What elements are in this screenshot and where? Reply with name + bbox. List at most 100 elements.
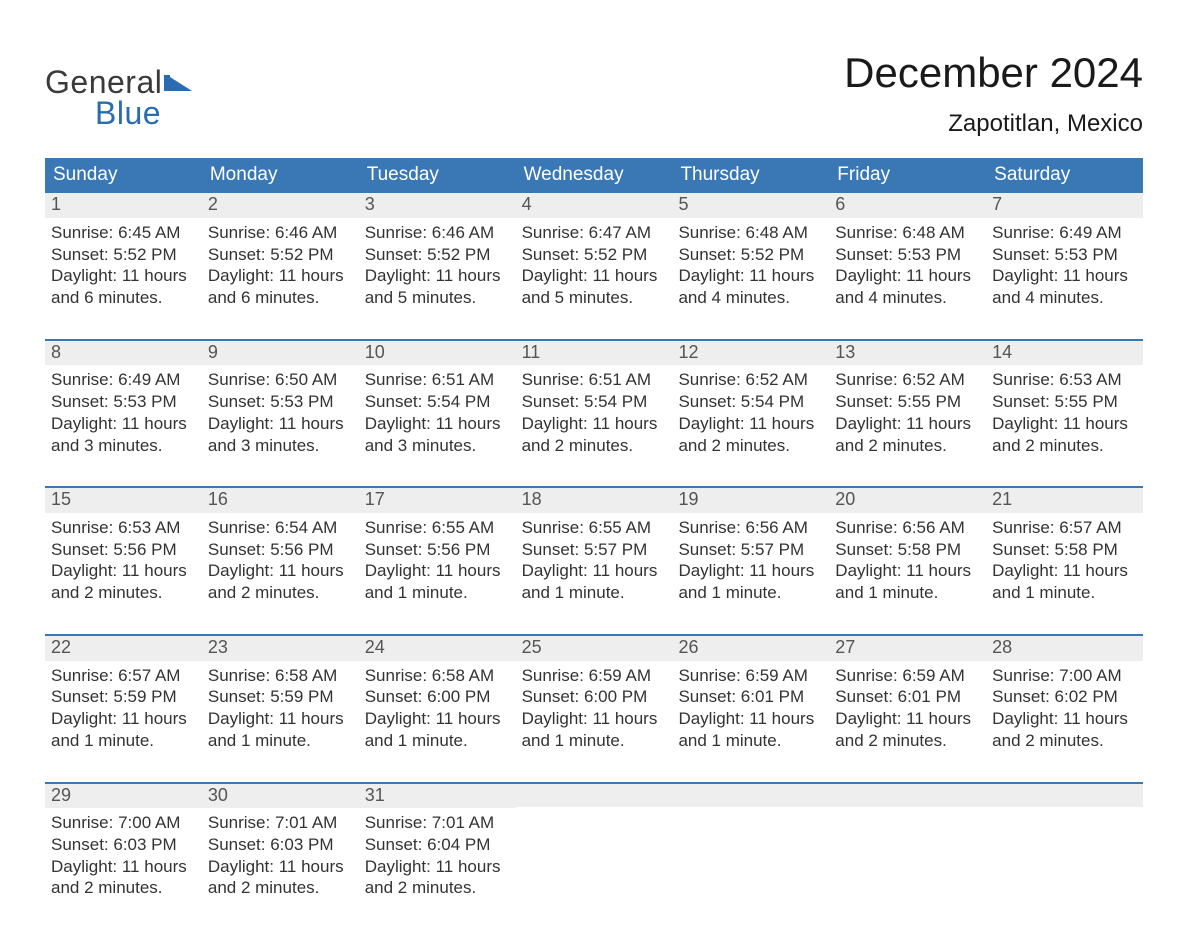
daylight-line1: Daylight: 11 hours (835, 265, 980, 287)
sunrise-text: Sunrise: 6:46 AM (365, 222, 510, 244)
date-number: 30 (202, 784, 359, 809)
daylight-line2: and 1 minute. (208, 730, 353, 752)
daylight-line2: and 3 minutes. (208, 435, 353, 457)
daylight-line2: and 2 minutes. (51, 877, 196, 899)
daylight-line1: Daylight: 11 hours (208, 413, 353, 435)
day-cell: 13Sunrise: 6:52 AMSunset: 5:55 PMDayligh… (829, 341, 986, 463)
week-row: 1Sunrise: 6:45 AMSunset: 5:52 PMDaylight… (45, 193, 1143, 315)
sunset-text: Sunset: 6:02 PM (992, 686, 1137, 708)
sunrise-text: Sunrise: 7:00 AM (992, 665, 1137, 687)
day-body: Sunrise: 6:46 AMSunset: 5:52 PMDaylight:… (359, 218, 516, 315)
day-cell: 26Sunrise: 6:59 AMSunset: 6:01 PMDayligh… (672, 636, 829, 758)
daylight-line2: and 1 minute. (51, 730, 196, 752)
sunset-text: Sunset: 5:52 PM (365, 244, 510, 266)
day-cell: 3Sunrise: 6:46 AMSunset: 5:52 PMDaylight… (359, 193, 516, 315)
sunrise-text: Sunrise: 6:51 AM (365, 369, 510, 391)
day-body: Sunrise: 6:47 AMSunset: 5:52 PMDaylight:… (516, 218, 673, 315)
sunrise-text: Sunrise: 6:52 AM (835, 369, 980, 391)
daylight-line1: Daylight: 11 hours (365, 560, 510, 582)
day-body: Sunrise: 6:46 AMSunset: 5:52 PMDaylight:… (202, 218, 359, 315)
daylight-line2: and 6 minutes. (51, 287, 196, 309)
daylight-line1: Daylight: 11 hours (51, 560, 196, 582)
day-header-friday: Friday (829, 158, 986, 193)
daylight-line1: Daylight: 11 hours (678, 413, 823, 435)
sunrise-text: Sunrise: 6:54 AM (208, 517, 353, 539)
daylight-line1: Daylight: 11 hours (992, 708, 1137, 730)
day-body: Sunrise: 6:52 AMSunset: 5:54 PMDaylight:… (672, 365, 829, 462)
daylight-line1: Daylight: 11 hours (208, 560, 353, 582)
day-body: Sunrise: 6:56 AMSunset: 5:58 PMDaylight:… (829, 513, 986, 610)
daylight-line2: and 2 minutes. (678, 435, 823, 457)
day-cell: 23Sunrise: 6:58 AMSunset: 5:59 PMDayligh… (202, 636, 359, 758)
date-number: 6 (829, 193, 986, 218)
sunset-text: Sunset: 5:52 PM (678, 244, 823, 266)
sunrise-text: Sunrise: 6:59 AM (522, 665, 667, 687)
sunset-text: Sunset: 5:54 PM (678, 391, 823, 413)
day-cell: 2Sunrise: 6:46 AMSunset: 5:52 PMDaylight… (202, 193, 359, 315)
daylight-line2: and 4 minutes. (992, 287, 1137, 309)
date-number: 12 (672, 341, 829, 366)
day-header-tuesday: Tuesday (359, 158, 516, 193)
daylight-line1: Daylight: 11 hours (365, 708, 510, 730)
day-body: Sunrise: 6:57 AMSunset: 5:59 PMDaylight:… (45, 661, 202, 758)
daylight-line1: Daylight: 11 hours (522, 708, 667, 730)
sunset-text: Sunset: 5:57 PM (678, 539, 823, 561)
month-title: December 2024 (844, 50, 1143, 96)
date-number (516, 784, 673, 807)
sunset-text: Sunset: 5:53 PM (208, 391, 353, 413)
date-number (986, 784, 1143, 807)
day-cell: 4Sunrise: 6:47 AMSunset: 5:52 PMDaylight… (516, 193, 673, 315)
daylight-line2: and 2 minutes. (992, 730, 1137, 752)
date-number: 27 (829, 636, 986, 661)
date-number: 18 (516, 488, 673, 513)
week-row: 22Sunrise: 6:57 AMSunset: 5:59 PMDayligh… (45, 634, 1143, 758)
sunrise-text: Sunrise: 6:53 AM (51, 517, 196, 539)
day-cell: 11Sunrise: 6:51 AMSunset: 5:54 PMDayligh… (516, 341, 673, 463)
sunrise-text: Sunrise: 6:49 AM (992, 222, 1137, 244)
day-cell: 21Sunrise: 6:57 AMSunset: 5:58 PMDayligh… (986, 488, 1143, 610)
date-number: 1 (45, 193, 202, 218)
sunset-text: Sunset: 6:00 PM (365, 686, 510, 708)
date-number: 15 (45, 488, 202, 513)
day-body: Sunrise: 6:56 AMSunset: 5:57 PMDaylight:… (672, 513, 829, 610)
sunset-text: Sunset: 5:59 PM (51, 686, 196, 708)
daylight-line1: Daylight: 11 hours (208, 708, 353, 730)
date-number: 7 (986, 193, 1143, 218)
day-body: Sunrise: 6:53 AMSunset: 5:56 PMDaylight:… (45, 513, 202, 610)
sunset-text: Sunset: 5:53 PM (51, 391, 196, 413)
date-number: 4 (516, 193, 673, 218)
sunrise-text: Sunrise: 6:50 AM (208, 369, 353, 391)
day-cell (829, 784, 986, 906)
day-body: Sunrise: 6:48 AMSunset: 5:52 PMDaylight:… (672, 218, 829, 315)
weeks-container: 1Sunrise: 6:45 AMSunset: 5:52 PMDaylight… (45, 193, 1143, 905)
sunrise-text: Sunrise: 6:47 AM (522, 222, 667, 244)
daylight-line2: and 5 minutes. (522, 287, 667, 309)
daylight-line2: and 2 minutes. (208, 582, 353, 604)
daylight-line2: and 2 minutes. (835, 435, 980, 457)
daylight-line1: Daylight: 11 hours (992, 560, 1137, 582)
sunrise-text: Sunrise: 7:01 AM (365, 812, 510, 834)
daylight-line1: Daylight: 11 hours (992, 413, 1137, 435)
sunrise-text: Sunrise: 6:55 AM (365, 517, 510, 539)
day-body: Sunrise: 6:50 AMSunset: 5:53 PMDaylight:… (202, 365, 359, 462)
daylight-line1: Daylight: 11 hours (522, 265, 667, 287)
day-body: Sunrise: 6:48 AMSunset: 5:53 PMDaylight:… (829, 218, 986, 315)
day-cell: 8Sunrise: 6:49 AMSunset: 5:53 PMDaylight… (45, 341, 202, 463)
day-cell: 7Sunrise: 6:49 AMSunset: 5:53 PMDaylight… (986, 193, 1143, 315)
day-cell: 6Sunrise: 6:48 AMSunset: 5:53 PMDaylight… (829, 193, 986, 315)
day-cell (516, 784, 673, 906)
day-header-thursday: Thursday (672, 158, 829, 193)
day-body: Sunrise: 6:59 AMSunset: 6:01 PMDaylight:… (829, 661, 986, 758)
date-number: 2 (202, 193, 359, 218)
sunset-text: Sunset: 5:54 PM (365, 391, 510, 413)
day-header-monday: Monday (202, 158, 359, 193)
sunrise-text: Sunrise: 6:52 AM (678, 369, 823, 391)
week-row: 8Sunrise: 6:49 AMSunset: 5:53 PMDaylight… (45, 339, 1143, 463)
day-cell: 20Sunrise: 6:56 AMSunset: 5:58 PMDayligh… (829, 488, 986, 610)
date-number: 17 (359, 488, 516, 513)
date-number: 5 (672, 193, 829, 218)
daylight-line1: Daylight: 11 hours (365, 265, 510, 287)
date-number: 20 (829, 488, 986, 513)
daylight-line1: Daylight: 11 hours (835, 708, 980, 730)
date-number: 8 (45, 341, 202, 366)
